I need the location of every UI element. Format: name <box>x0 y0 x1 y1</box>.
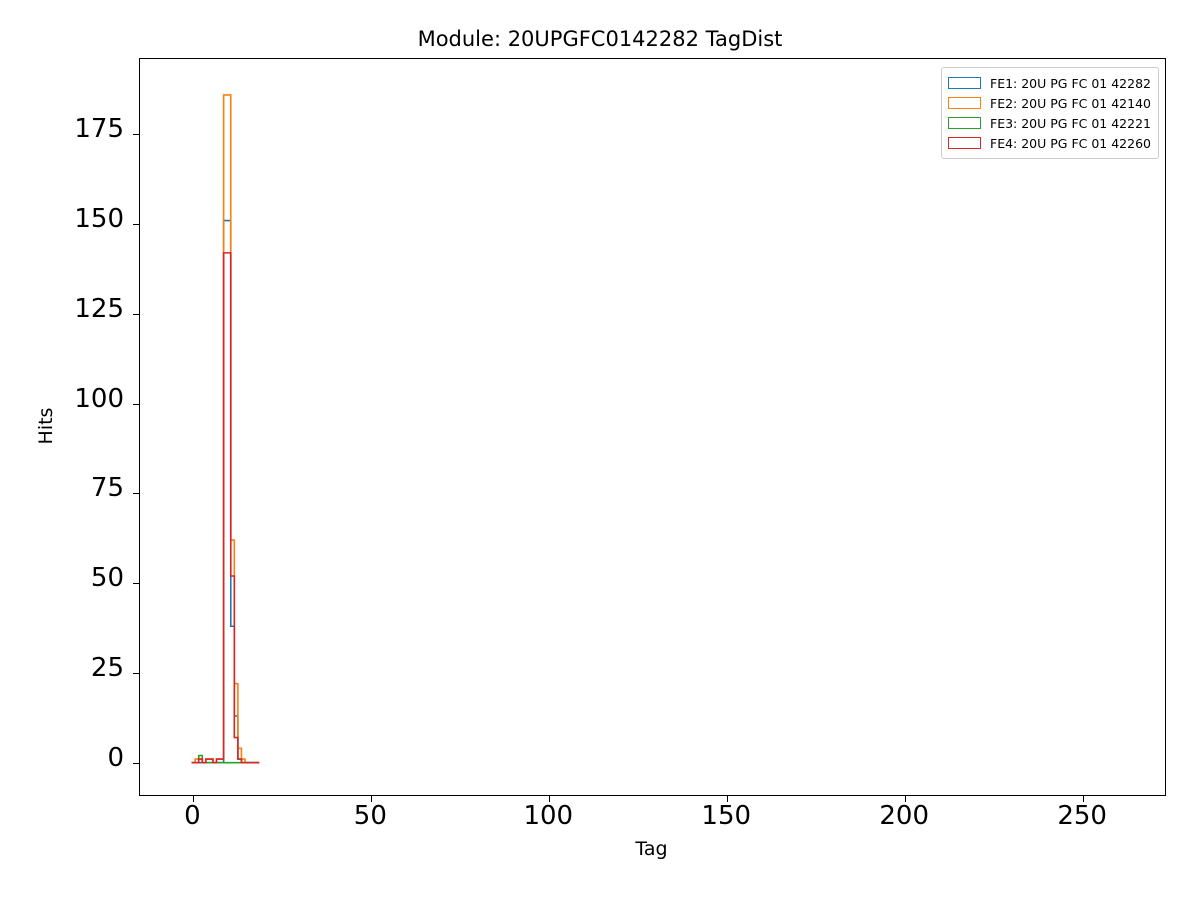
x-tick-mark <box>727 795 729 802</box>
y-tick-label: 25 <box>90 652 124 683</box>
y-tick-mark <box>133 583 140 585</box>
legend-color-swatch <box>948 117 981 129</box>
x-tick-label: 200 <box>879 801 929 831</box>
x-tick-mark <box>371 795 373 802</box>
x-tick-label: 50 <box>353 801 387 831</box>
series-line <box>191 219 260 764</box>
y-tick-mark <box>133 762 140 764</box>
legend-color-swatch <box>948 137 981 149</box>
legend-item: FE2: 20U PG FC 01 42140 <box>948 93 1151 113</box>
y-tick-mark <box>133 493 140 495</box>
legend-label: FE1: 20U PG FC 01 42282 <box>990 75 1151 91</box>
y-tick-mark <box>133 403 140 405</box>
y-tick-label: 75 <box>90 473 124 504</box>
x-tick-mark <box>549 795 551 802</box>
histogram-lines <box>191 94 260 764</box>
legend-color-swatch <box>948 97 981 109</box>
y-tick-label: 0 <box>107 742 124 773</box>
x-tick-mark <box>905 795 907 802</box>
legend-color-swatch <box>948 77 981 89</box>
x-tick-label: 0 <box>184 801 201 831</box>
y-axis-label: Hits <box>35 407 57 445</box>
plot-axes: FE1: 20U PG FC 01 42282 FE2: 20U PG FC 01… <box>133 58 1166 802</box>
y-tick-mark <box>133 313 140 315</box>
legend-item: FE1: 20U PG FC 01 42282 <box>948 73 1151 93</box>
plot-area <box>140 59 1165 795</box>
y-tick-label: 175 <box>74 114 124 145</box>
y-tick-label: 125 <box>74 293 124 324</box>
x-tick-label: 100 <box>523 801 574 831</box>
legend-label: FE2: 20U PG FC 01 42140 <box>990 95 1151 111</box>
x-tick-mark <box>193 795 195 802</box>
legend-label: FE4: 20U PG FC 01 42260 <box>990 135 1151 151</box>
legend-label: FE3: 20U PG FC 01 42221 <box>990 115 1151 131</box>
y-tick-mark <box>133 134 140 136</box>
x-tick-label: 150 <box>701 801 752 831</box>
x-tick-mark <box>1083 795 1085 802</box>
series-line <box>191 252 260 764</box>
x-axis-label: Tag <box>635 838 668 860</box>
series-line <box>191 94 260 764</box>
legend: FE1: 20U PG FC 01 42282 FE2: 20U PG FC 01… <box>941 67 1159 159</box>
y-tick-mark <box>133 672 140 674</box>
legend-item: FE3: 20U PG FC 01 42221 <box>948 113 1151 133</box>
y-tick-label: 50 <box>90 563 124 594</box>
y-tick-label: 100 <box>74 383 124 414</box>
legend-item: FE4: 20U PG FC 01 42260 <box>948 133 1151 153</box>
y-tick-label: 150 <box>74 204 124 235</box>
x-tick-label: 250 <box>1057 801 1107 831</box>
y-tick-mark <box>133 224 140 226</box>
chart-title: Module: 20UPGFC0142282 TagDist <box>417 27 783 51</box>
